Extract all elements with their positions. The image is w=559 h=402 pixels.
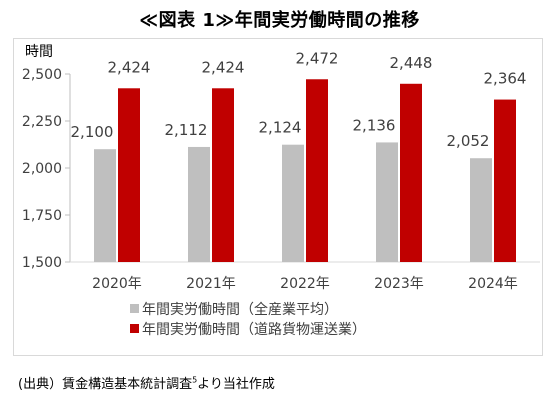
- data-label-road-freight: 2,364: [484, 70, 527, 88]
- chart-frame: [13, 38, 543, 356]
- bar-road-freight: [118, 88, 140, 263]
- y-tick-label: 1,500: [22, 255, 62, 271]
- legend-label: 年間実労働時間（道路貨物運送業）: [142, 321, 366, 338]
- data-label-road-freight: 2,424: [108, 58, 151, 76]
- legend-swatch: [130, 324, 139, 333]
- x-tick-label: 2020年: [92, 276, 142, 292]
- y-tick-label: 1,750: [22, 208, 62, 224]
- bar-road-freight: [306, 79, 328, 262]
- y-tick-label: 2,250: [22, 114, 62, 130]
- x-tick-label: 2024年: [468, 276, 518, 292]
- y-axis-title: 時間: [25, 44, 53, 60]
- data-label-all-industry: 2,136: [353, 116, 396, 134]
- data-label-road-freight: 2,448: [390, 54, 433, 72]
- source-note: (出典）賃金構造基本統計調査5より当社作成: [18, 373, 275, 392]
- bar-all-industry: [376, 142, 398, 262]
- chart-title: ≪図表 1≫年間実労働時間の推移: [139, 10, 420, 31]
- y-tick-label: 2,000: [22, 161, 62, 177]
- data-label-all-industry: 2,052: [447, 132, 490, 150]
- data-label-road-freight: 2,424: [202, 58, 245, 76]
- data-label-all-industry: 2,112: [165, 121, 208, 139]
- bar-all-industry: [470, 158, 492, 262]
- source-text-suffix: より当社作成: [197, 377, 275, 392]
- data-label-all-industry: 2,124: [259, 119, 302, 137]
- bar-road-freight: [400, 83, 422, 262]
- legend-label: 年間実労働時間（全産業平均）: [142, 301, 338, 318]
- bar-all-industry: [94, 149, 116, 262]
- source-footnote-ref: 5: [192, 375, 198, 385]
- x-tick-label: 2023年: [374, 276, 424, 292]
- legend-swatch: [130, 304, 139, 313]
- data-label-road-freight: 2,472: [296, 49, 339, 67]
- source-text: (出典）賃金構造基本統計調査: [18, 377, 193, 392]
- bar-all-industry: [188, 146, 210, 262]
- x-tick-label: 2022年: [280, 276, 330, 292]
- y-tick-label: 2,500: [22, 67, 62, 83]
- data-label-all-industry: 2,100: [71, 123, 114, 141]
- bar-road-freight: [494, 99, 516, 263]
- x-tick-label: 2021年: [186, 276, 236, 292]
- bar-all-industry: [282, 144, 304, 262]
- bar-road-freight: [212, 88, 234, 263]
